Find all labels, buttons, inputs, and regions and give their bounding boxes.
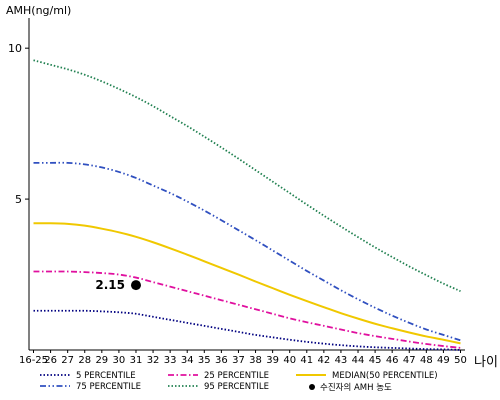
- x-tick-label: 40: [283, 355, 296, 366]
- x-tick-label: 46: [386, 355, 399, 366]
- x-tick-label: 31: [130, 355, 143, 366]
- y-ticks: 5 10: [8, 42, 29, 206]
- legend-marker-swatch: [309, 384, 315, 390]
- series-line-95-percentile: [33, 59, 461, 292]
- x-tick-label: 16-25: [19, 355, 48, 366]
- y-axis: AMH(ng/ml) 5 10: [6, 4, 71, 350]
- y-axis-label: AMH(ng/ml): [6, 4, 71, 17]
- x-tick-label: 30: [113, 355, 126, 366]
- x-tick-label: 41: [300, 355, 313, 366]
- y-tick-label: 5: [15, 193, 22, 206]
- legend-label: 75 PERCENTILE: [76, 382, 141, 392]
- x-tick-label: 34: [181, 355, 194, 366]
- patient-amh-value-label: 2.15: [95, 278, 125, 292]
- x-tick-label: 33: [164, 355, 177, 366]
- x-tick-label: 49: [437, 355, 450, 366]
- legend: 5 PERCENTILE 25 PERCENTILE MEDIAN(50 PERCE…: [40, 371, 438, 393]
- x-axis-label: 나이: [474, 355, 498, 370]
- legend-label: 25 PERCENTILE: [204, 371, 269, 381]
- x-tick-label: 35: [198, 355, 211, 366]
- x-tick-label: 42: [317, 355, 330, 366]
- series-line-75-percentile: [33, 161, 461, 342]
- series-line-25-percentile: [33, 270, 461, 349]
- marker-layer: 2.15: [95, 278, 141, 292]
- patient-amh-marker: [130, 280, 141, 291]
- series-line-median-50-percentile: [33, 222, 461, 345]
- x-tick-label: 48: [420, 355, 433, 366]
- legend-label: 5 PERCENTILE: [76, 371, 136, 381]
- x-tick-label: 29: [95, 355, 108, 366]
- x-tick-label: 38: [249, 355, 262, 366]
- x-tick-label: 47: [403, 355, 416, 366]
- x-tick-label: 36: [215, 355, 228, 366]
- x-tick-label: 50: [454, 355, 467, 366]
- x-tick-label: 44: [352, 355, 365, 366]
- x-tick-label: 26: [44, 355, 57, 366]
- legend-label: 수진자의 AMH 농도: [320, 382, 392, 393]
- x-tick-label: 45: [369, 355, 382, 366]
- x-tick-label: 37: [232, 355, 245, 366]
- x-tick-label: 28: [78, 355, 91, 366]
- x-tick-label: 43: [335, 355, 348, 366]
- legend-label: MEDIAN(50 PERCENTILE): [332, 371, 438, 381]
- x-tick-label: 32: [147, 355, 160, 366]
- x-tick-label: 27: [61, 355, 74, 366]
- legend-label: 95 PERCENTILE: [204, 382, 269, 392]
- x-tick-label: 39: [266, 355, 279, 366]
- y-tick-label: 10: [8, 42, 22, 55]
- series-layer: [33, 59, 461, 351]
